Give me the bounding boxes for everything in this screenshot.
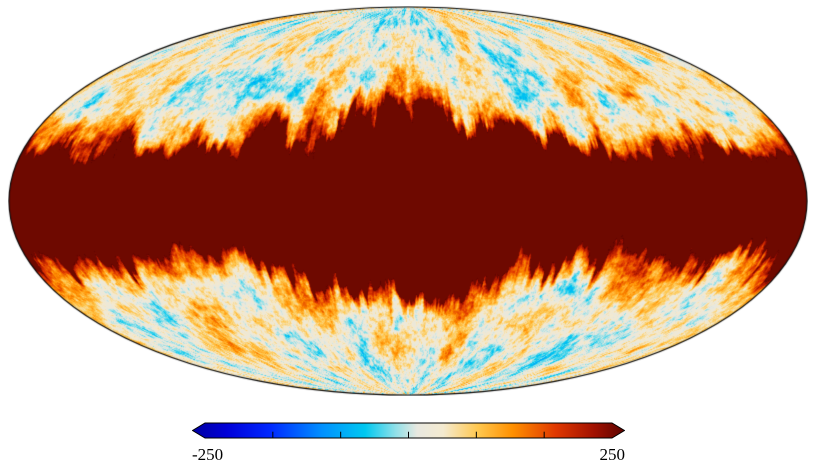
colorbar-gradient: [192, 421, 625, 443]
colorbar: -250 250: [192, 421, 625, 474]
colorbar-min-label: -250: [192, 445, 224, 464]
sky-map: [8, 6, 808, 396]
mollweide-map-canvas: [8, 6, 808, 396]
colorbar-max-label: 250: [599, 445, 626, 464]
